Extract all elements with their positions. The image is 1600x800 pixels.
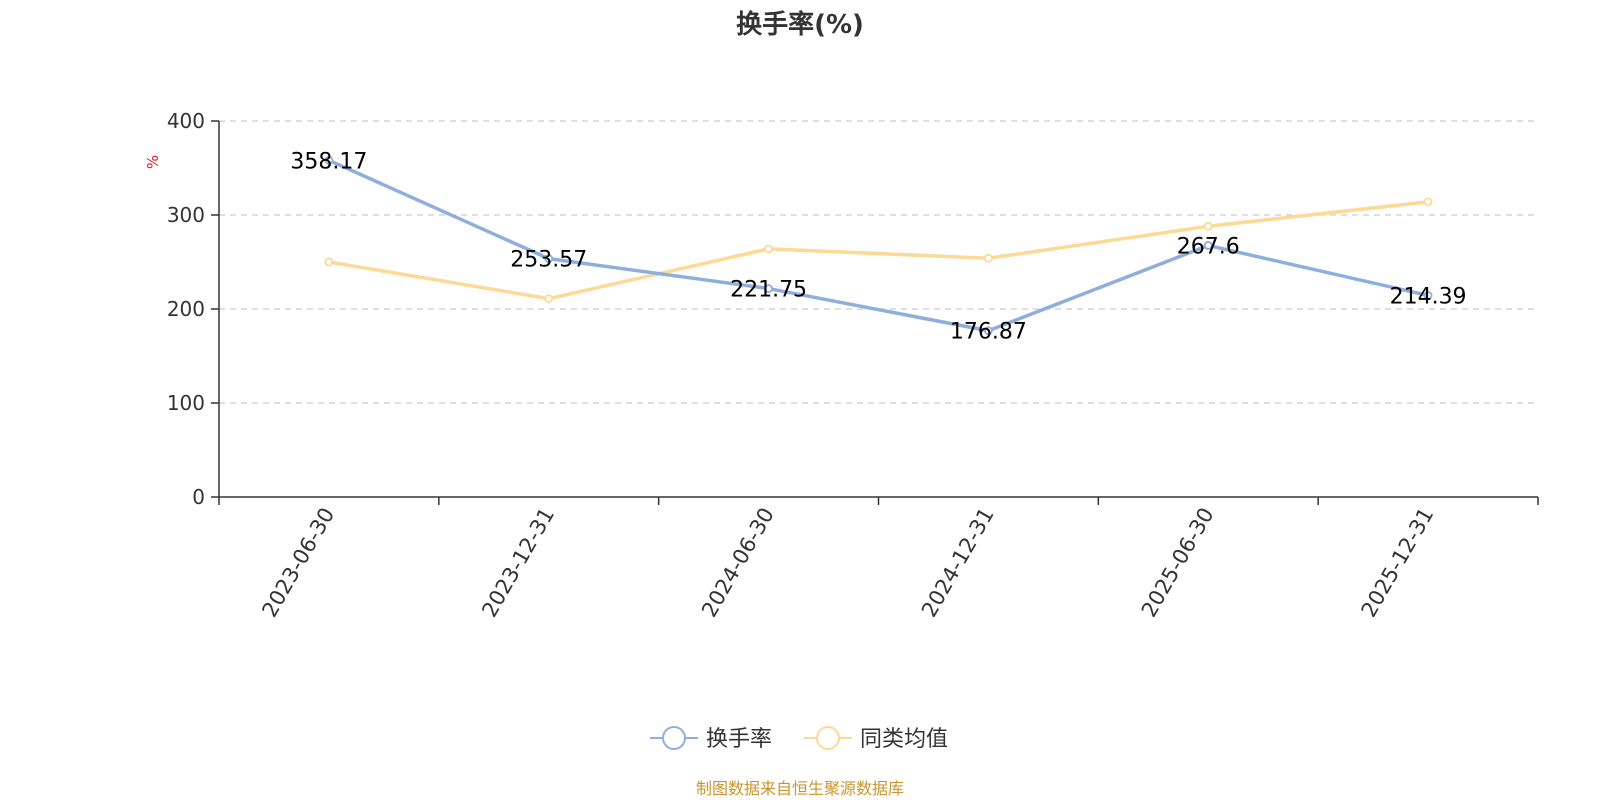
- x-tick-label: 2025-12-31: [1357, 504, 1439, 622]
- legend-item-turnover[interactable]: 换手率: [650, 726, 772, 752]
- x-tick-label: 2023-06-30: [257, 504, 339, 622]
- y-tick-label: 400: [167, 109, 205, 133]
- data-point: [544, 294, 554, 304]
- data-point: [544, 254, 554, 264]
- data-label: 176.87: [950, 320, 1027, 345]
- data-point: [984, 253, 993, 263]
- data-label: 214.39: [1390, 284, 1467, 309]
- legend-circle-icon: [816, 726, 840, 750]
- data-point: [764, 284, 773, 293]
- data-label: 253.57: [510, 248, 587, 273]
- legend[interactable]: 换手率 同类均值: [650, 726, 948, 752]
- y-tick-label: 200: [167, 297, 205, 321]
- axes: [211, 120, 1539, 505]
- series-line-peer-average: [327, 200, 1430, 301]
- legend-circle-icon: [662, 726, 686, 750]
- data-point: [1203, 221, 1213, 231]
- series-line-turnover: [327, 158, 1430, 333]
- chart-title: 换手率(%): [736, 10, 864, 40]
- data-label: 221.75: [730, 278, 807, 303]
- x-tick-label: 2023-12-31: [477, 504, 559, 622]
- y-tick-label: 100: [167, 391, 205, 415]
- y-tick-labels: 0 100 200 300 400: [167, 109, 205, 509]
- y-tick-label: 0: [192, 485, 205, 509]
- data-labels: 358.17 253.57 221.75 176.87 267.6 214.39: [290, 149, 1466, 344]
- source-note: 制图数据来自恒生聚源数据库: [695, 779, 904, 798]
- data-label: 358.17: [290, 149, 367, 174]
- data-point: [1203, 241, 1213, 250]
- data-point: [1423, 197, 1433, 207]
- data-point: [324, 257, 334, 267]
- data-label: 267.6: [1177, 234, 1240, 259]
- data-point: [764, 244, 773, 254]
- legend-label: 换手率: [706, 727, 772, 752]
- y-axis-unit-label: %: [144, 155, 162, 169]
- series-lines: [324, 155, 1433, 336]
- x-tick-label: 2024-12-31: [917, 504, 999, 622]
- x-tick-label: 2025-06-30: [1137, 504, 1219, 622]
- y-tick-label: 300: [167, 203, 205, 227]
- data-point: [324, 155, 334, 165]
- legend-label: 同类均值: [860, 727, 948, 752]
- data-point: [1423, 291, 1433, 300]
- data-point: [984, 326, 993, 336]
- grid-lines: [219, 120, 1538, 404]
- legend-item-peer-average[interactable]: 同类均值: [804, 726, 948, 752]
- x-tick-label: 2024-06-30: [697, 504, 779, 622]
- x-tick-labels: 2023-06-30 2023-12-31 2024-06-30 2024-12-31…: [257, 504, 1438, 622]
